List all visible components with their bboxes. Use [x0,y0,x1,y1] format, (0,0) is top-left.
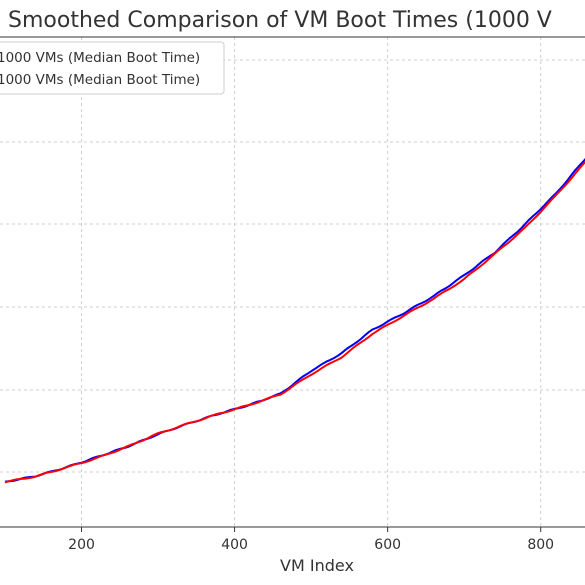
legend-label: 1000 VMs (Median Boot Time) [0,50,200,66]
x-axis-ticks: 200 400 600 800 [68,527,554,553]
legend-label: 1000 VMs (Median Boot Time) [0,72,200,88]
x-axis-label: VM Index [280,556,354,575]
series-lines [4,158,585,484]
x-tick-label: 400 [221,537,248,553]
x-tick-label: 600 [374,537,401,553]
grid [0,37,585,527]
x-tick-label: 800 [527,537,554,553]
plot-area [0,37,585,527]
series-line-red [4,160,585,484]
legend: 1000 VMs (Median Boot Time) 1000 VMs (Me… [0,41,225,95]
x-tick-label: 200 [68,537,95,553]
legend-box [0,41,225,95]
chart-title: Smoothed Comparison of VM Boot Times (10… [8,8,552,33]
